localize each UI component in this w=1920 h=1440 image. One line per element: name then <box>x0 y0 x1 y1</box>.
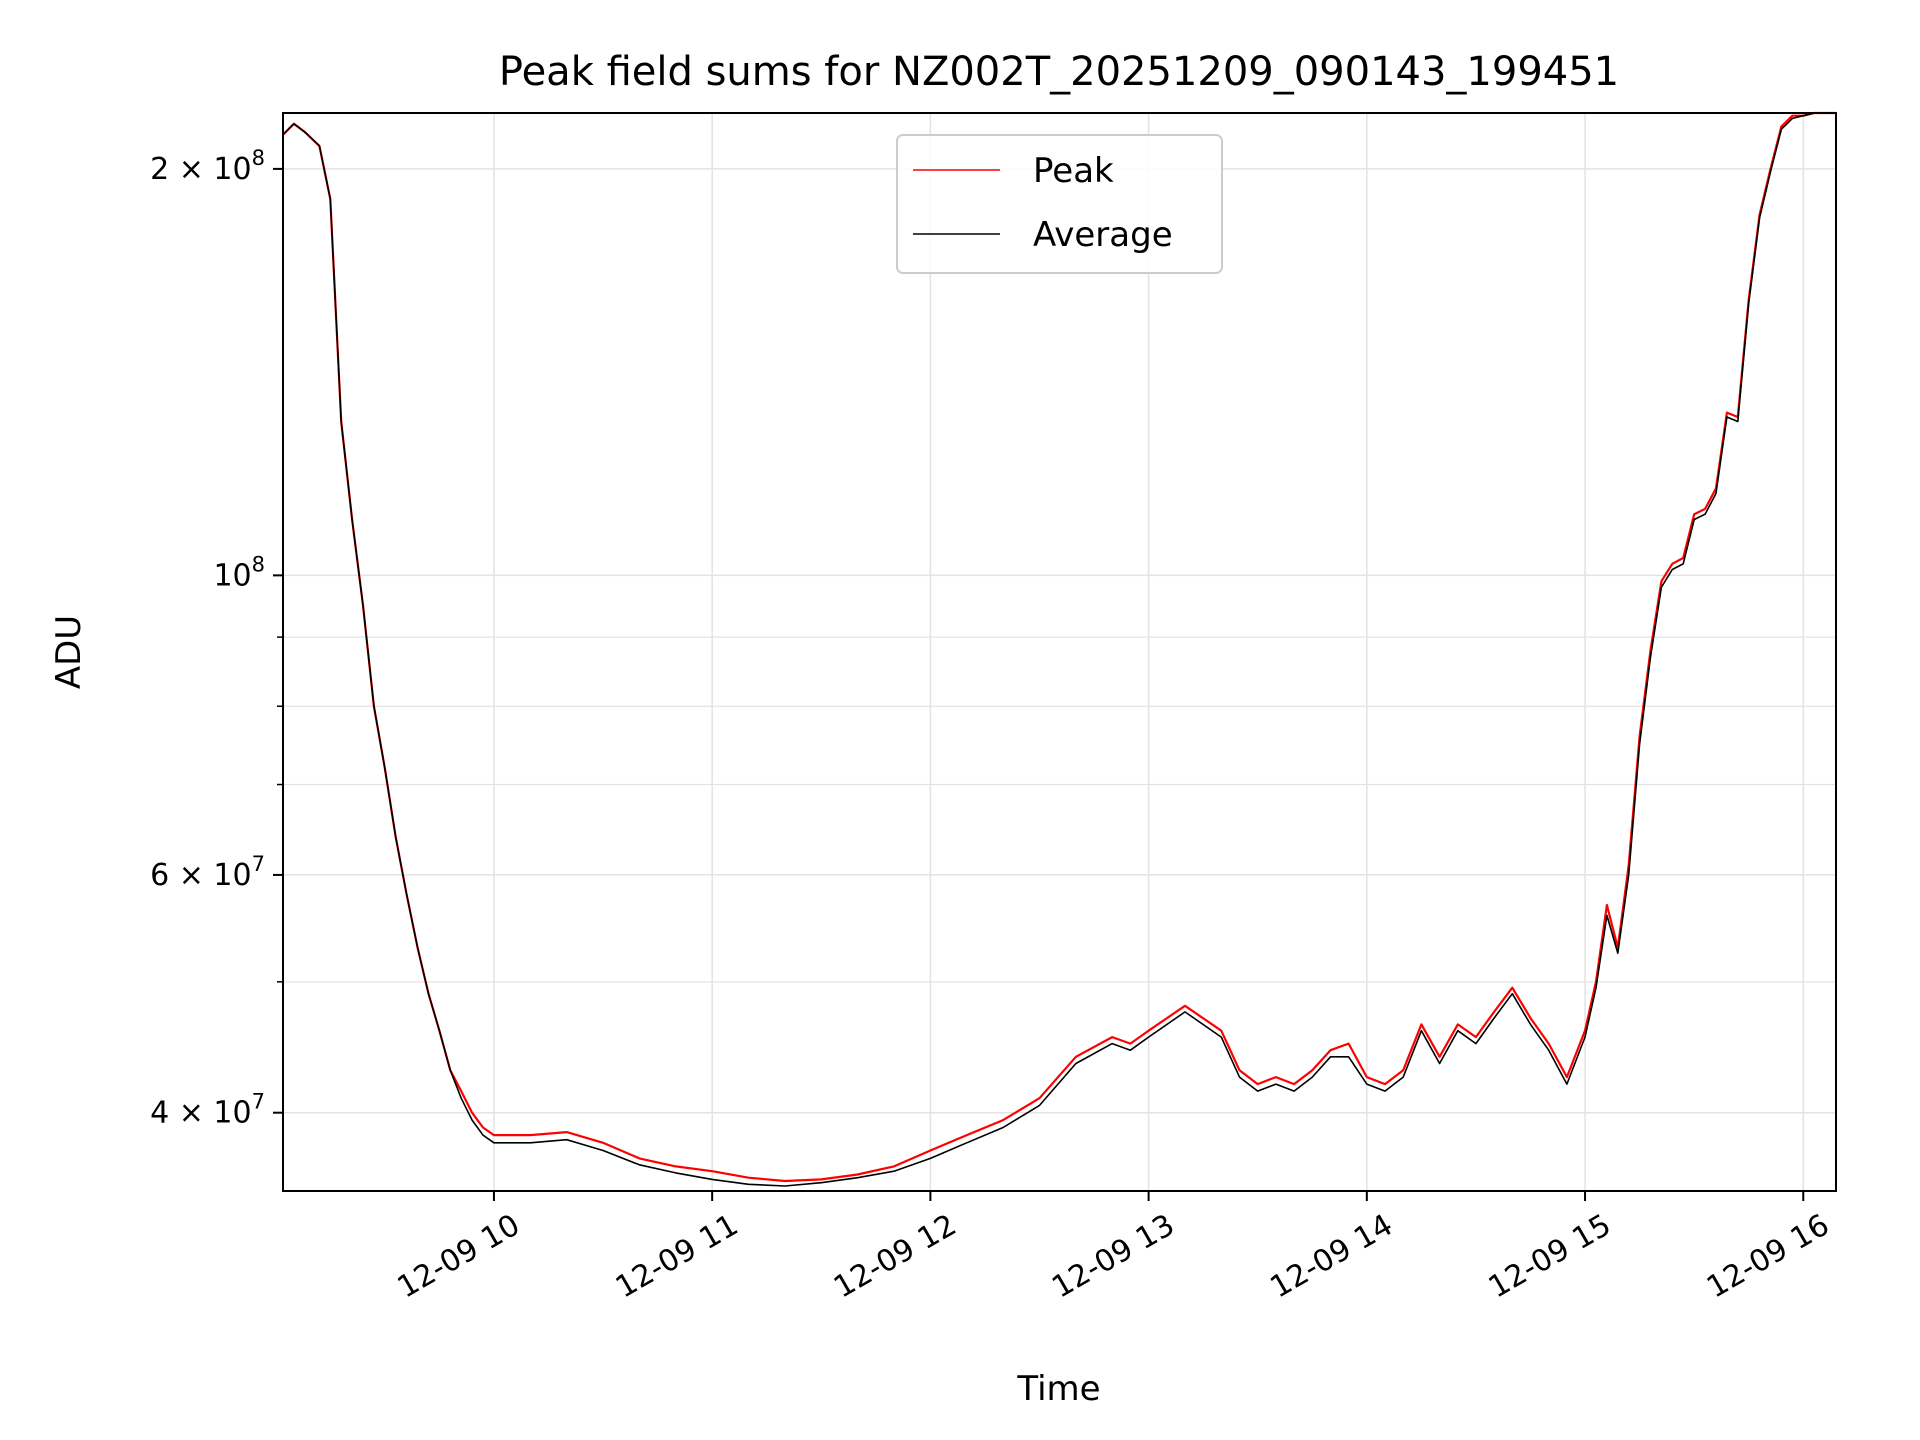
legend: Peak Average <box>896 134 1223 274</box>
plot-frame <box>282 112 1837 1192</box>
y-tick-label: 2 × 108 <box>150 146 265 187</box>
legend-label-peak: Peak <box>1033 151 1114 191</box>
chart-title: Peak field sums for NZ002T_20251209_0901… <box>499 49 1619 95</box>
y-axis: 4 × 107 6 × 107 108 2 × 108 <box>150 146 283 1131</box>
series-line-average <box>282 112 1836 1187</box>
y-axis-label: ADU <box>49 615 89 689</box>
y-tick-label: 4 × 107 <box>150 1090 265 1131</box>
legend-label-average: Average <box>1033 215 1173 255</box>
series-lines <box>282 111 1836 1187</box>
y-tick-label: 108 <box>213 552 265 593</box>
x-axis-label: Time <box>1016 1369 1100 1409</box>
y-tick-label: 6 × 107 <box>150 852 265 893</box>
